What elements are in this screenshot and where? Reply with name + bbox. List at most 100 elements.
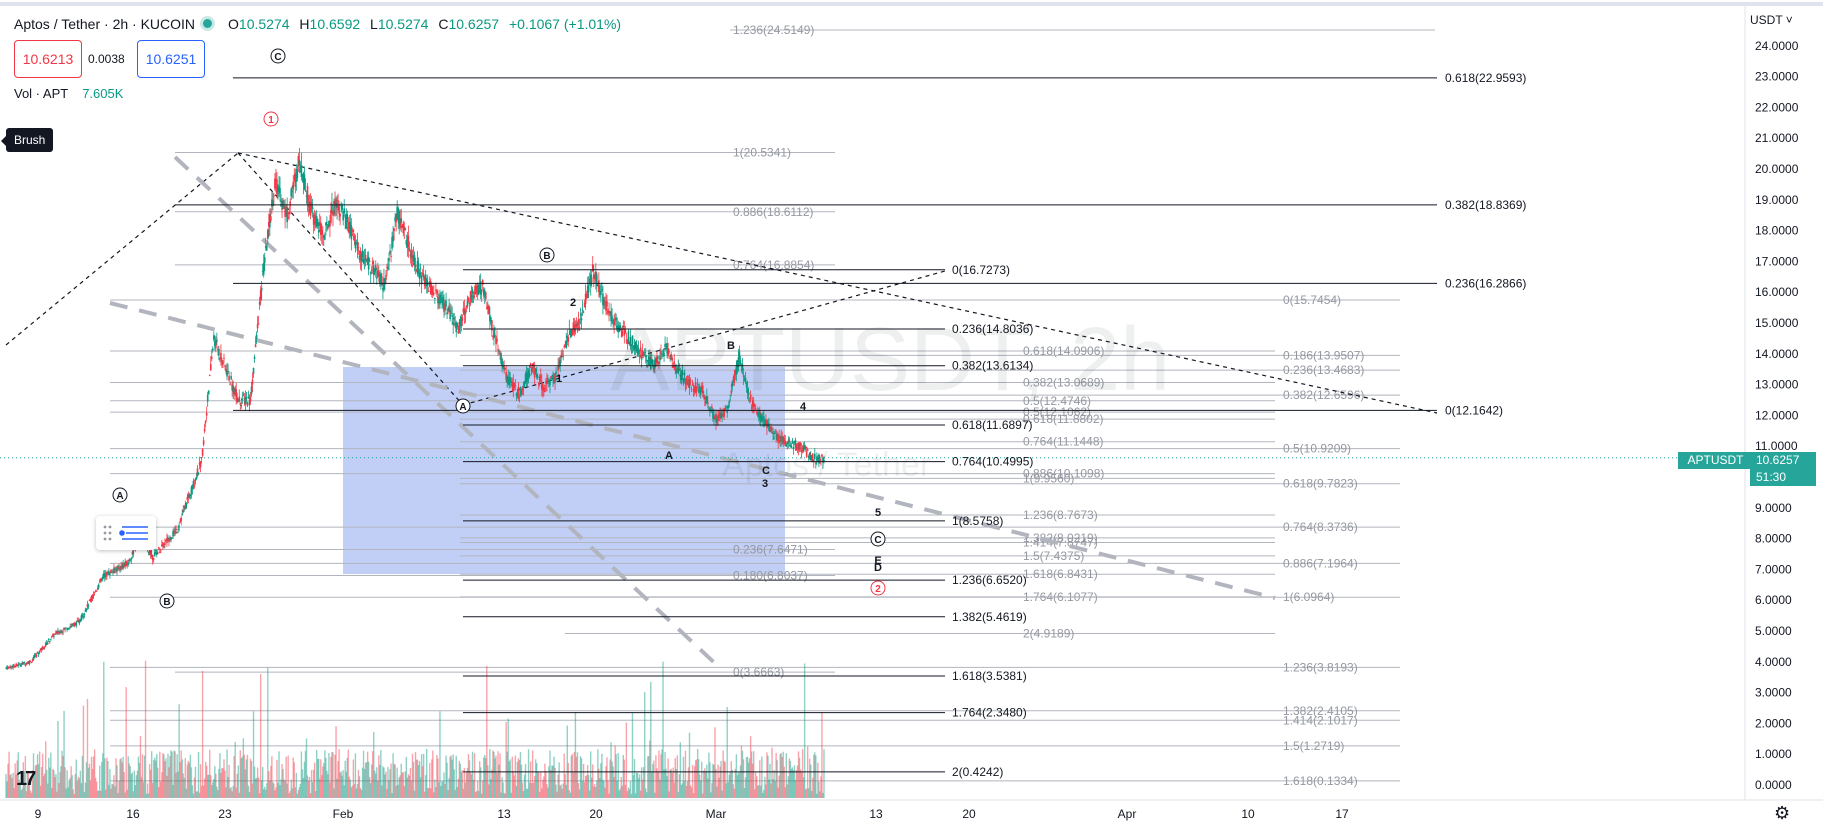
volume-bar bbox=[310, 769, 313, 798]
candle bbox=[74, 622, 77, 625]
volume-bar bbox=[282, 769, 284, 798]
volume-bar bbox=[481, 793, 483, 798]
volume-bar bbox=[232, 786, 234, 798]
volume-bar bbox=[695, 759, 698, 798]
candle bbox=[66, 629, 68, 631]
volume-bar bbox=[191, 785, 194, 798]
wave-label[interactable]: 2 bbox=[570, 297, 576, 309]
candle bbox=[399, 220, 402, 228]
volume-bar bbox=[32, 753, 35, 798]
volume-bar bbox=[436, 755, 438, 798]
wave-label[interactable]: C bbox=[874, 535, 881, 546]
candle bbox=[438, 300, 440, 304]
volume-bar bbox=[72, 789, 74, 798]
wave-label[interactable]: 1 bbox=[556, 373, 562, 385]
wave-label[interactable]: 4 bbox=[800, 401, 807, 413]
candle bbox=[128, 559, 131, 561]
sell-button[interactable]: 10.6213 bbox=[14, 40, 82, 78]
candle bbox=[18, 663, 21, 665]
volume-bar bbox=[59, 771, 61, 798]
volume-bar bbox=[18, 779, 20, 798]
volume-bar bbox=[622, 754, 625, 798]
volume-bar bbox=[356, 783, 359, 798]
currency-unit-select[interactable]: USDT ˅ bbox=[1750, 13, 1793, 27]
volume-bar bbox=[538, 771, 540, 798]
candle bbox=[584, 293, 587, 305]
candle bbox=[692, 389, 695, 392]
candle bbox=[701, 385, 704, 394]
wave-label[interactable]: A bbox=[459, 402, 466, 413]
volume-bar bbox=[778, 775, 780, 798]
fib-level-label: 0.180(6.8037) bbox=[733, 568, 808, 582]
volume-bar bbox=[414, 751, 417, 798]
volume-bar bbox=[308, 776, 311, 798]
buy-button[interactable]: 10.6251 bbox=[137, 40, 205, 78]
volume-bar bbox=[816, 793, 818, 798]
volume-bar bbox=[484, 754, 486, 798]
volume-bar bbox=[810, 764, 812, 798]
candle bbox=[793, 441, 796, 443]
wave-label[interactable]: A bbox=[665, 450, 673, 462]
candle bbox=[702, 395, 705, 397]
volume-bar bbox=[106, 757, 108, 798]
volume-bar bbox=[759, 760, 761, 798]
volume-bar bbox=[380, 749, 382, 798]
volume-bar bbox=[533, 775, 536, 798]
volume-bar bbox=[104, 758, 106, 798]
wave-label[interactable]: C bbox=[274, 52, 281, 63]
candle bbox=[630, 344, 633, 347]
candle bbox=[75, 621, 78, 626]
volume-bar bbox=[404, 771, 407, 798]
trend-line[interactable] bbox=[462, 270, 946, 406]
wave-label[interactable]: E bbox=[874, 555, 881, 567]
wave-label[interactable]: 5 bbox=[875, 507, 881, 519]
candle bbox=[367, 256, 370, 270]
volume-bar bbox=[126, 789, 128, 798]
drag-handle-icon[interactable] bbox=[103, 525, 112, 541]
wave-label[interactable]: B bbox=[727, 340, 735, 352]
volume-legend[interactable]: Vol · APT 7.605K bbox=[14, 86, 124, 101]
volume-bar bbox=[270, 765, 272, 798]
candle bbox=[417, 263, 420, 274]
volume-bar bbox=[87, 767, 90, 798]
candle bbox=[503, 366, 505, 371]
candle bbox=[684, 383, 687, 385]
volume-bar bbox=[34, 765, 37, 798]
y-tick-label: 15.0000 bbox=[1755, 316, 1799, 330]
trend-line[interactable] bbox=[5, 152, 239, 346]
volume-bar bbox=[156, 753, 158, 798]
candle bbox=[393, 228, 395, 232]
volume-bar bbox=[120, 758, 122, 798]
volume-bar bbox=[95, 781, 98, 798]
candle bbox=[160, 549, 162, 551]
wave-label[interactable]: 2 bbox=[875, 584, 881, 595]
volume-bar bbox=[792, 770, 795, 798]
wave-label[interactable]: B bbox=[543, 251, 550, 262]
brush-icon[interactable] bbox=[119, 526, 148, 540]
volume-bar bbox=[632, 775, 635, 798]
tradingview-logo-icon[interactable]: 17 bbox=[16, 768, 36, 790]
drawing-toolbar[interactable] bbox=[96, 516, 156, 550]
rectangle-drawing[interactable] bbox=[343, 367, 785, 574]
gear-icon[interactable]: ⚙ bbox=[1774, 803, 1791, 823]
wave-label[interactable]: C bbox=[762, 465, 770, 477]
candle bbox=[99, 578, 102, 582]
wave-label[interactable]: D bbox=[874, 562, 882, 574]
candle bbox=[737, 357, 740, 368]
volume-bar bbox=[391, 793, 393, 798]
candle bbox=[116, 567, 118, 572]
volume-bar bbox=[168, 767, 170, 798]
candle bbox=[70, 626, 72, 628]
volume-bar bbox=[401, 772, 403, 798]
wave-label[interactable]: 3 bbox=[762, 478, 768, 490]
symbol-title[interactable]: Aptos / Tether · 2h · KUCOIN bbox=[14, 16, 196, 32]
wave-label[interactable]: 1 bbox=[268, 115, 274, 126]
channel-line[interactable] bbox=[109, 301, 1276, 600]
volume-bar bbox=[303, 761, 306, 798]
trend-line[interactable] bbox=[237, 152, 464, 406]
wave-label[interactable]: B bbox=[163, 597, 170, 608]
volume-bar bbox=[567, 762, 569, 798]
volume-bar bbox=[393, 763, 395, 798]
wave-label[interactable]: A bbox=[116, 491, 123, 502]
